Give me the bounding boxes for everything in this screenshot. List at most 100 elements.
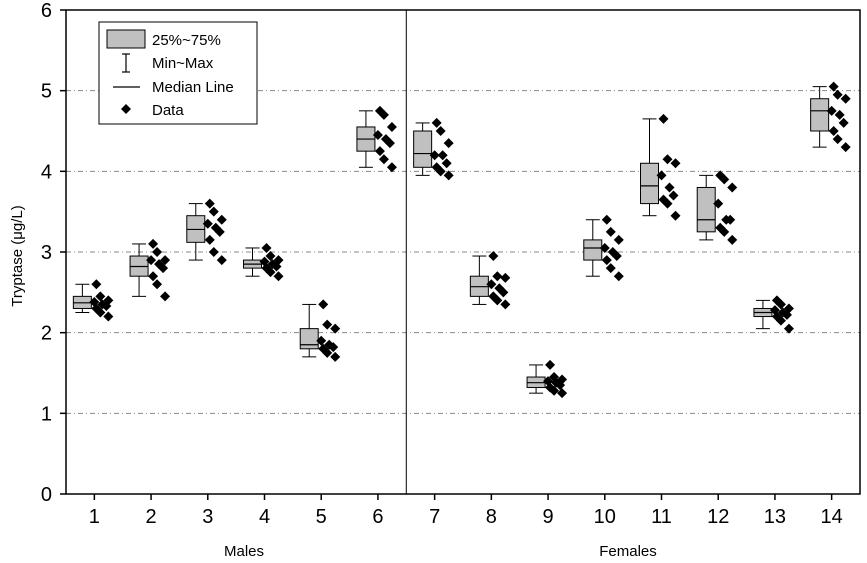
box-2 xyxy=(129,243,149,297)
data-point xyxy=(601,255,612,266)
data-point xyxy=(378,109,389,120)
legend: 25%~75% Min~Max Median Line Data xyxy=(98,21,258,125)
data-point xyxy=(386,162,397,173)
data-point xyxy=(386,121,397,132)
data-point xyxy=(834,109,845,120)
x-tick-label-3: 3 xyxy=(202,506,213,528)
data-point xyxy=(202,218,213,229)
box-iqr xyxy=(810,98,830,132)
data-point xyxy=(719,226,730,237)
data-point xyxy=(441,158,452,169)
data-point xyxy=(443,138,454,149)
box-5 xyxy=(299,303,319,358)
data-point xyxy=(838,117,849,128)
data-point xyxy=(322,319,333,330)
data-point xyxy=(656,170,667,181)
data-point xyxy=(611,251,622,262)
data-point xyxy=(208,247,219,257)
data-point xyxy=(713,198,724,209)
data-point xyxy=(613,234,624,245)
box-iqr xyxy=(696,186,716,233)
points-7 xyxy=(429,117,454,181)
data-point xyxy=(431,117,442,128)
data-point xyxy=(670,158,681,169)
data-point xyxy=(101,301,112,312)
data-point xyxy=(605,263,616,274)
x-tick-label-12: 12 xyxy=(707,506,729,528)
x-tick-label-4: 4 xyxy=(259,506,270,528)
points-3 xyxy=(202,198,227,266)
data-point xyxy=(271,261,282,272)
box-iqr xyxy=(299,328,319,350)
boxes xyxy=(72,86,830,394)
box-iqr xyxy=(583,239,603,261)
data-point xyxy=(378,154,389,165)
data-point xyxy=(557,388,568,399)
data-point xyxy=(781,309,792,320)
data-point xyxy=(330,323,341,334)
x-tick-label-7: 7 xyxy=(429,506,440,528)
data-point xyxy=(832,134,843,145)
data-point xyxy=(727,182,738,193)
data-point xyxy=(832,89,843,100)
x-tick-label-8: 8 xyxy=(486,506,497,528)
data-point xyxy=(545,359,556,370)
box-14 xyxy=(810,86,830,148)
box-10 xyxy=(583,219,603,277)
data-point xyxy=(662,198,673,209)
y-tick-label-5: 5 xyxy=(41,81,52,103)
box-iqr xyxy=(413,130,433,168)
box-6 xyxy=(356,110,376,168)
x-tick-label-1: 1 xyxy=(89,506,100,528)
grid-lines xyxy=(66,90,860,414)
data-point xyxy=(435,166,446,177)
data-point xyxy=(549,385,560,396)
data-point xyxy=(152,247,163,257)
box-11 xyxy=(640,118,659,217)
data-point xyxy=(783,323,794,334)
data-point xyxy=(662,154,673,165)
data-point xyxy=(372,130,383,141)
data-point xyxy=(486,279,497,290)
legend-whisker-swatch xyxy=(122,53,130,73)
data-point xyxy=(216,255,227,266)
data-point xyxy=(316,335,327,346)
data-point xyxy=(103,311,114,322)
data-point xyxy=(322,347,333,358)
box-1 xyxy=(72,283,92,313)
points-2 xyxy=(146,238,171,302)
data-point xyxy=(840,142,851,153)
data-point xyxy=(601,214,612,225)
y-tick-label-6: 6 xyxy=(41,0,52,22)
data-point xyxy=(828,81,839,92)
data-point xyxy=(668,190,679,201)
data-point xyxy=(158,263,169,274)
data-point xyxy=(500,299,511,310)
data-point xyxy=(599,242,610,253)
data-point xyxy=(775,315,786,326)
points-12 xyxy=(713,170,738,245)
data-points xyxy=(89,81,851,399)
data-point xyxy=(146,255,157,266)
data-point xyxy=(658,113,669,124)
group-label-males: Males xyxy=(224,543,264,560)
legend-box-swatch xyxy=(106,29,146,49)
y-tick-label-3: 3 xyxy=(41,242,52,264)
data-point xyxy=(318,299,329,310)
data-point xyxy=(95,291,106,302)
y-axis-title: Tryptase (μg/L) xyxy=(9,205,26,306)
data-point xyxy=(148,238,159,249)
data-point xyxy=(261,242,272,253)
legend-whisker-label: Min~Max xyxy=(152,55,214,72)
x-tick-label-14: 14 xyxy=(821,506,843,528)
legend-median-label: Median Line xyxy=(152,79,234,96)
data-point xyxy=(492,295,503,306)
data-point xyxy=(91,279,102,290)
data-point xyxy=(775,299,786,310)
box-13 xyxy=(753,299,773,330)
box-4 xyxy=(243,247,262,277)
points-10 xyxy=(599,214,624,282)
points-8 xyxy=(486,251,511,310)
data-point xyxy=(160,255,171,266)
